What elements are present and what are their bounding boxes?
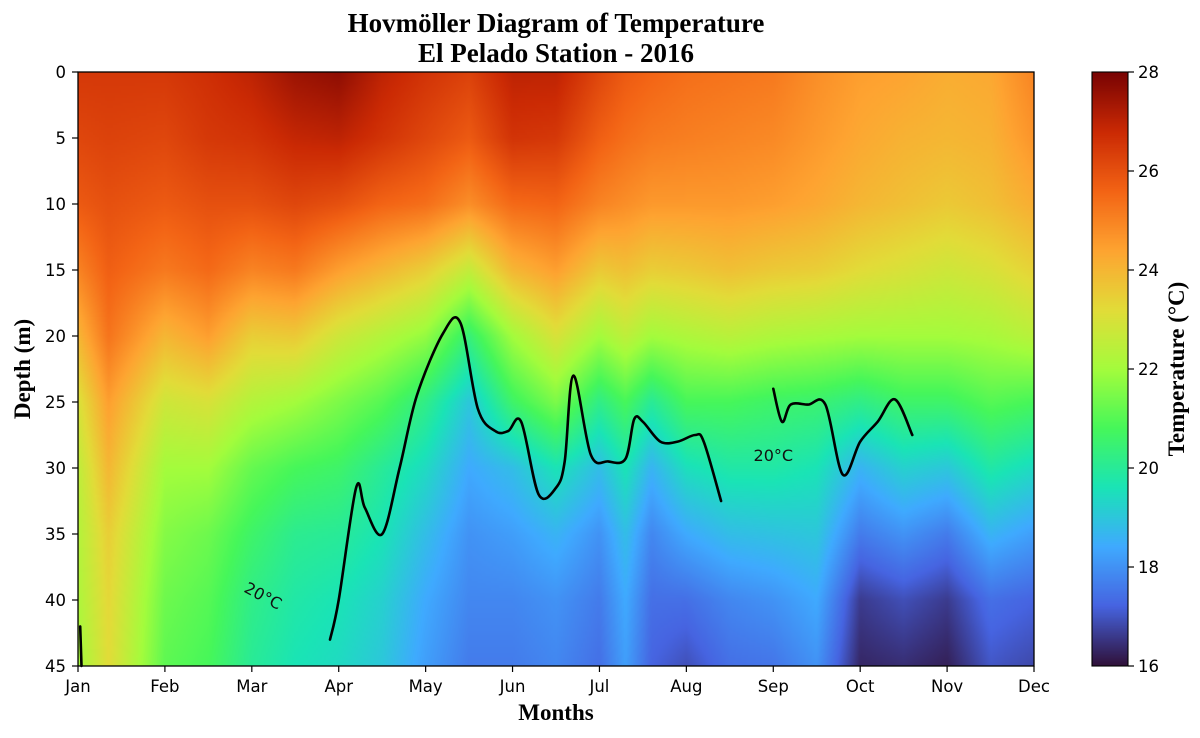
x-tick-label: Aug [670, 677, 702, 696]
y-axis-ticks: 0 5 10 15 20 25 30 35 40 45 [45, 63, 78, 676]
x-tick-label: May [409, 677, 443, 696]
x-tick-label: Oct [846, 677, 875, 696]
y-axis-label: Depth (m) [10, 319, 35, 419]
x-tick-label: Jun [499, 677, 526, 696]
colorbar-tick-label: 18 [1138, 558, 1159, 577]
y-tick-label: 40 [45, 591, 66, 610]
colorbar-ticks: 16 18 20 22 24 26 28 [1128, 63, 1159, 676]
y-tick-label: 15 [45, 261, 66, 280]
colorbar-tick-label: 22 [1138, 360, 1159, 379]
y-tick-label: 35 [45, 525, 66, 544]
x-tick-label: Nov [931, 677, 963, 696]
y-tick-label: 45 [45, 657, 66, 676]
colorbar-label: Temperature (°C) [1164, 282, 1189, 457]
colorbar: 16 18 20 22 24 26 28 Temperature (°C) [1091, 63, 1189, 676]
x-axis-label: Months [518, 700, 593, 725]
x-tick-label: Jan [64, 677, 90, 696]
x-tick-label: Sep [758, 677, 789, 696]
x-tick-label: Feb [150, 677, 179, 696]
chart-subtitle: El Pelado Station - 2016 [418, 38, 694, 68]
chart-title: Hovmöller Diagram of Temperature [348, 8, 765, 38]
plot-area [77, 71, 1035, 668]
colorbar-tick-label: 26 [1138, 162, 1159, 181]
y-tick-label: 5 [56, 129, 67, 148]
colorbar-gradient [1092, 72, 1128, 666]
colorbar-tick-label: 20 [1138, 459, 1159, 478]
x-tick-label: Jul [588, 677, 609, 696]
colorbar-tick-label: 16 [1138, 657, 1159, 676]
colorbar-tick-label: 24 [1138, 261, 1159, 280]
x-axis-ticks: Jan Feb Mar Apr May Jun Jul Aug Sep Oct Nov Dec [64, 666, 1050, 696]
plot-frame [77, 71, 1035, 667]
y-tick-label: 25 [45, 393, 66, 412]
colorbar-tick-label: 28 [1138, 63, 1159, 82]
x-tick-label: Mar [236, 677, 267, 696]
y-tick-label: 10 [45, 195, 66, 214]
contour-label: 20°C [754, 446, 794, 465]
x-tick-label: Apr [324, 677, 353, 696]
y-tick-label: 30 [45, 459, 66, 478]
y-tick-label: 20 [45, 327, 66, 346]
x-tick-label: Dec [1018, 677, 1050, 696]
y-tick-label: 0 [56, 63, 67, 82]
temperature-heatmap [78, 72, 1034, 666]
isotherm-20c-contour [78, 316, 914, 668]
